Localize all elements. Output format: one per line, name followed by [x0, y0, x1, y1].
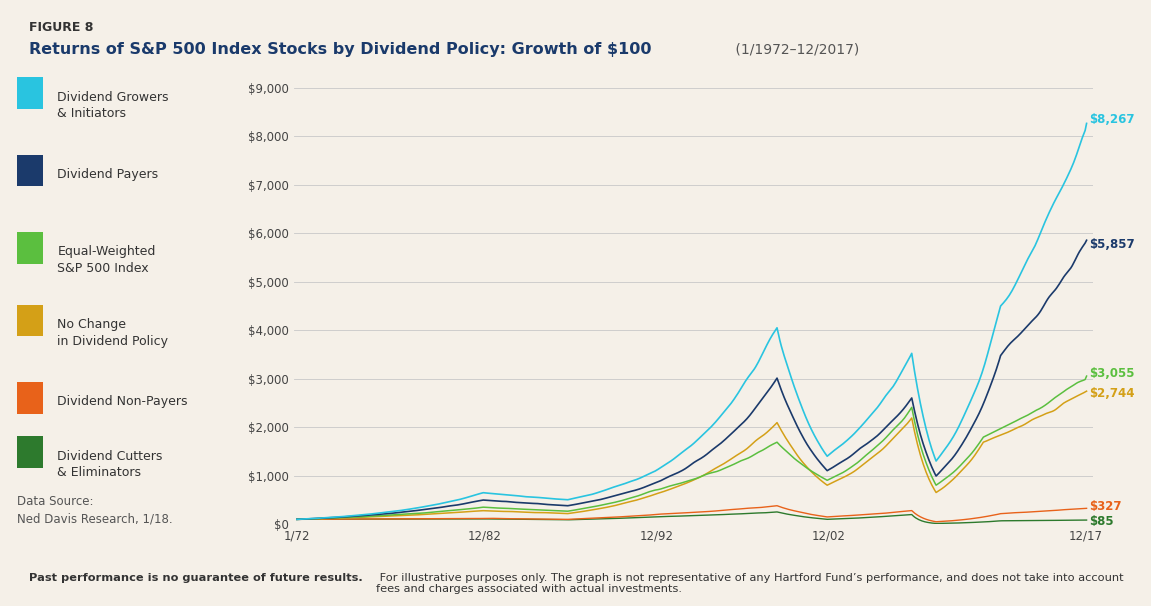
- Text: $8,267: $8,267: [1089, 113, 1135, 126]
- Text: Returns of S&P 500 Index Stocks by Dividend Policy: Growth of $100: Returns of S&P 500 Index Stocks by Divid…: [29, 42, 651, 58]
- Text: $327: $327: [1089, 501, 1122, 513]
- Text: $5,857: $5,857: [1089, 238, 1135, 251]
- Text: Dividend Non-Payers: Dividend Non-Payers: [58, 396, 188, 408]
- Bar: [17, 232, 44, 264]
- Text: $3,055: $3,055: [1089, 367, 1135, 380]
- Text: $85: $85: [1089, 515, 1114, 528]
- Text: FIGURE 8: FIGURE 8: [29, 21, 93, 34]
- Text: Dividend Growers
& Initiators: Dividend Growers & Initiators: [58, 91, 169, 121]
- Bar: [17, 305, 44, 336]
- Text: No Change
in Dividend Policy: No Change in Dividend Policy: [58, 318, 168, 348]
- Text: $2,744: $2,744: [1089, 387, 1135, 401]
- Bar: [17, 436, 44, 468]
- Text: Equal-Weighted
S&P 500 Index: Equal-Weighted S&P 500 Index: [58, 245, 155, 275]
- Text: Past performance is no guarantee of future results.: Past performance is no guarantee of futu…: [29, 573, 363, 583]
- Text: Dividend Cutters
& Eliminators: Dividend Cutters & Eliminators: [58, 450, 162, 479]
- Bar: [17, 77, 44, 109]
- Text: Data Source:
Ned Davis Research, 1/18.: Data Source: Ned Davis Research, 1/18.: [17, 496, 173, 525]
- Text: For illustrative purposes only. The graph is not representative of any Hartford : For illustrative purposes only. The grap…: [376, 573, 1125, 594]
- Text: (1/1972–12/2017): (1/1972–12/2017): [731, 42, 859, 56]
- Bar: [17, 155, 44, 187]
- Text: Dividend Payers: Dividend Payers: [58, 168, 159, 181]
- Bar: [17, 382, 44, 413]
